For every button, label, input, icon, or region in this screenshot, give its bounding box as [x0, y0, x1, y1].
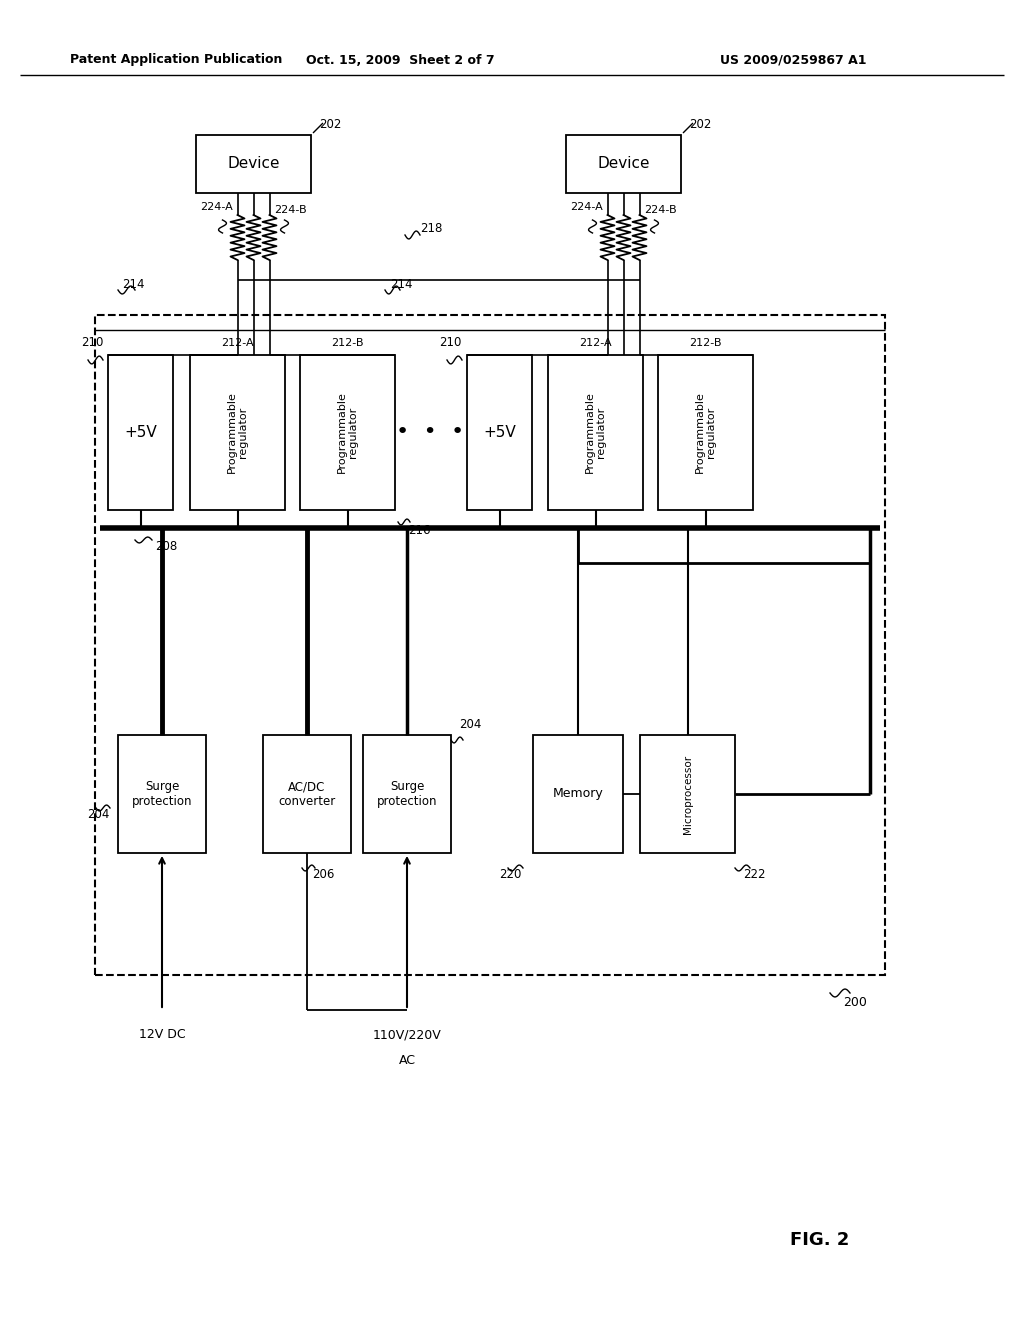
Text: 204: 204 [459, 718, 481, 731]
Text: Programmable
regulator: Programmable regulator [694, 392, 717, 474]
Text: 218: 218 [420, 222, 442, 235]
Text: 110V/220V: 110V/220V [373, 1028, 441, 1041]
Text: Surge
protection: Surge protection [132, 780, 193, 808]
Text: 224-B: 224-B [644, 205, 677, 215]
Bar [640, 735, 735, 853]
Text: Memory: Memory [553, 788, 603, 800]
Bar [108, 355, 173, 510]
Text: 220: 220 [499, 869, 521, 882]
Text: Surge
protection: Surge protection [377, 780, 437, 808]
Text: 212-B: 212-B [689, 338, 722, 348]
Text: FIG. 2: FIG. 2 [791, 1232, 850, 1249]
Bar [548, 355, 643, 510]
Bar [300, 355, 395, 510]
Text: +5V: +5V [124, 425, 157, 440]
Bar [467, 355, 532, 510]
Text: Microprocessor: Microprocessor [683, 755, 692, 833]
Text: 210: 210 [439, 337, 462, 350]
Text: 206: 206 [312, 869, 335, 882]
Bar [196, 135, 311, 193]
Text: 214: 214 [390, 279, 413, 292]
Text: Device: Device [597, 157, 650, 172]
Text: 224-A: 224-A [569, 202, 602, 213]
Text: 224-B: 224-B [274, 205, 307, 215]
Text: Oct. 15, 2009  Sheet 2 of 7: Oct. 15, 2009 Sheet 2 of 7 [306, 54, 495, 66]
Bar [566, 135, 681, 193]
Bar [362, 735, 451, 853]
Text: Patent Application Publication: Patent Application Publication [70, 54, 283, 66]
Text: US 2009/0259867 A1: US 2009/0259867 A1 [720, 54, 866, 66]
Bar [263, 735, 351, 853]
Text: 216: 216 [408, 524, 430, 536]
Text: Programmable
regulator: Programmable regulator [337, 392, 358, 474]
Text: Programmable
regulator: Programmable regulator [585, 392, 606, 474]
Text: •  •  •: • • • [396, 422, 464, 442]
Bar [534, 735, 623, 853]
Text: 212-B: 212-B [331, 338, 364, 348]
Text: +5V: +5V [483, 425, 516, 440]
Text: 222: 222 [743, 869, 766, 882]
Text: 224-A: 224-A [200, 202, 232, 213]
Text: 208: 208 [155, 540, 177, 553]
Text: 202: 202 [689, 119, 712, 132]
Text: 212-A: 212-A [221, 338, 254, 348]
Text: 214: 214 [122, 279, 144, 292]
Bar [658, 355, 753, 510]
Text: Programmable
regulator: Programmable regulator [226, 392, 248, 474]
Text: AC: AC [398, 1053, 416, 1067]
Text: 12V DC: 12V DC [138, 1028, 185, 1041]
Text: 202: 202 [319, 119, 341, 132]
Bar [95, 315, 885, 975]
Bar [190, 355, 285, 510]
Bar [118, 735, 206, 853]
Text: 210: 210 [81, 337, 103, 350]
Text: 212-A: 212-A [580, 338, 611, 348]
Text: Device: Device [227, 157, 280, 172]
Text: AC/DC
converter: AC/DC converter [279, 780, 336, 808]
Text: 200: 200 [843, 997, 867, 1010]
Text: 204: 204 [88, 808, 110, 821]
